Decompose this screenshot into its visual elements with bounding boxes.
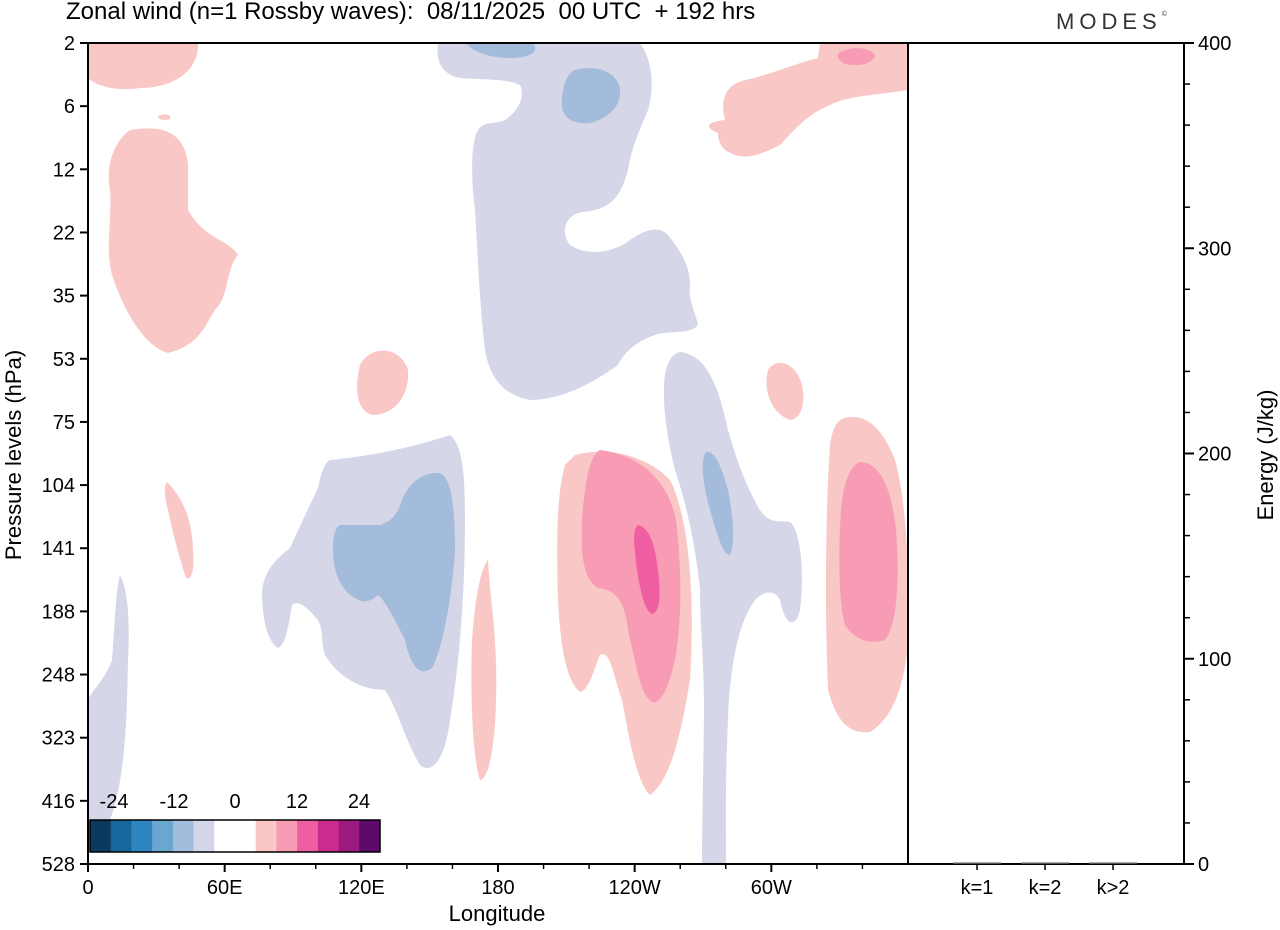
energy-bar [1089,862,1137,864]
x-tick-label: 120W [609,877,661,899]
colorbar-swatch [359,820,381,852]
energy-panel-frame [907,42,1185,865]
y-tick-label: 53 [53,349,75,371]
x-tick-label: 60E [207,877,243,899]
energy-tick-label: 200 [1198,444,1231,466]
colorbar-swatch [172,820,195,852]
contour-pos-peak [634,525,660,614]
energy-axis-label: Energy (J/kg) [1253,390,1278,521]
colorbar-swatch [193,820,215,852]
colorbar-label: 12 [286,791,308,813]
colorbar: -24 -12 0 12 24 [89,791,381,853]
contour-neg-right-strip [663,352,802,864]
x-tick-label: 60W [751,877,792,899]
category-label: k=1 [961,877,994,899]
contour-pos-top-right-core [837,48,875,66]
positive-contours-medium [581,48,898,703]
y-tick-label: 141 [42,538,75,560]
energy-tick-label: 0 [1198,854,1209,876]
colorbar-frame [89,819,381,853]
x-axis-label: Longitude [449,901,546,926]
contour-pos-upper-right-blob [766,362,804,420]
colorbar-label: -12 [160,791,189,813]
colorbar-swatch [131,820,153,852]
contour-neg-right-core [702,451,734,555]
energy-axes: 0 100 200 300 400 k=1 k=2 k>2 [953,33,1231,899]
colorbar-swatch [110,820,132,852]
energy-tick-label: 100 [1198,649,1231,671]
energy-tick-label: 300 [1198,238,1231,260]
colorbar-swatch [214,820,236,852]
y-tick-label: 6 [64,96,75,118]
x-tick-label: 120E [338,877,385,899]
contour-pos-strip-mid [471,560,497,780]
category-label: k=2 [1029,877,1062,899]
heatmap-axes: 0 60E 120E 180 120W 60W 2 6 12 22 35 53 75 104 141 188 2… [42,33,864,899]
chart-title: Zonal wind (n=1 Rossby waves): 08/11/202… [66,0,756,25]
colorbar-label: 0 [229,791,240,813]
energy-bar [1021,862,1069,864]
energy-tick-label: 400 [1198,33,1231,55]
category-label: k>2 [1097,877,1130,899]
contour-pos-left-band [108,128,239,353]
contour-pos-top-right-arm [708,43,908,157]
contour-pos-far-right-core [839,462,898,642]
colorbar-swatch [152,820,174,852]
y-tick-label: 416 [42,791,75,813]
contour-neg-upper-core [561,68,621,124]
x-tick-label: 180 [481,877,514,899]
contour-pos-small-cell [158,114,171,120]
colorbar-label: -24 [100,791,129,813]
contour-pos-mid-left [357,350,409,415]
contour-neg-left-strip [88,575,129,845]
y-axis-label: Pressure levels (hPa) [1,350,26,560]
contour-pos-strip-left [164,482,194,579]
colorbar-swatch [276,820,298,852]
brand-copyright: © [1161,11,1167,18]
positive-contours-strong [634,525,660,614]
colorbar-swatch [255,820,277,852]
y-tick-label: 22 [53,222,75,244]
negative-contours-medium [333,43,734,672]
y-tick-label: 12 [53,159,75,181]
y-tick-label: 323 [42,728,75,750]
contour-field [88,43,908,864]
y-tick-label: 2 [64,33,75,55]
contour-pos-mid-core [581,450,681,703]
y-tick-label: 248 [42,665,75,687]
y-tick-label: 75 [53,412,75,434]
colorbar-swatch [317,820,340,852]
contour-neg-top-core [466,43,536,58]
y-tick-label: 104 [42,475,75,497]
y-tick-label: 528 [42,854,75,876]
y-tick-label: 188 [42,601,75,623]
colorbar-swatch [338,820,360,852]
colorbar-label: 24 [348,791,370,813]
contour-neg-mid-core [333,472,455,672]
contour-neg-top-center [437,43,698,400]
brand-text: MODES [1056,9,1162,34]
negative-contours-light [88,43,802,864]
brand-logo: MODES© [1056,9,1167,35]
y-tick-label: 35 [53,286,75,308]
colorbar-swatch [297,820,319,852]
energy-bar [953,862,1001,864]
x-tick-label: 0 [82,877,93,899]
colorbar-swatch [90,820,112,852]
colorbar-swatch [235,820,257,852]
contour-pos-top-left [88,43,199,90]
